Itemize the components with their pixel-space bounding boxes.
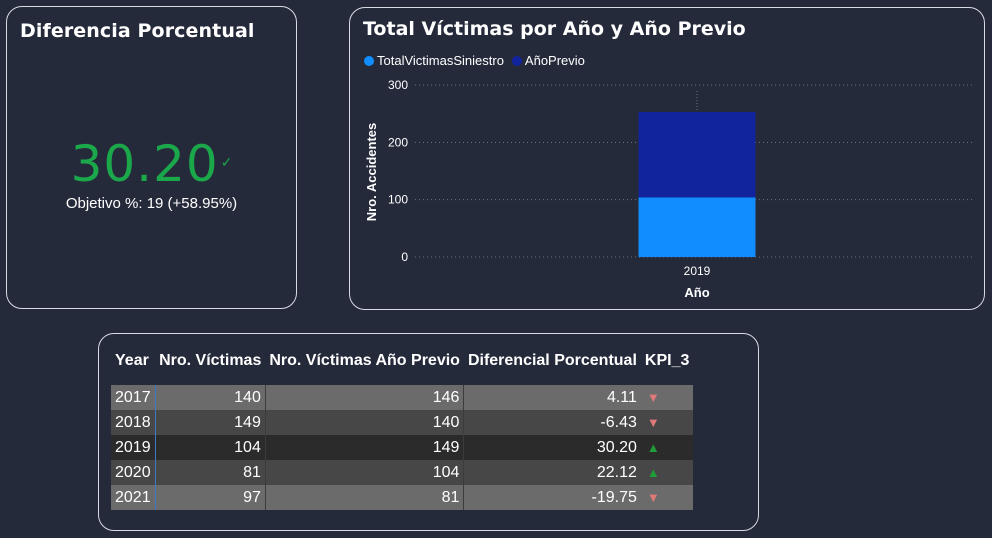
bar-total-victimas[interactable] — [638, 197, 756, 257]
y-tick-label: 200 — [388, 135, 408, 149]
cell-victimas: 149 — [154, 410, 266, 435]
kpi-value-wrap: 30.20 ✓ — [7, 135, 296, 193]
header-diferencial[interactable]: Diferencial Porcentual — [463, 345, 641, 377]
chart-title: Total Víctimas por Año y Año Previo — [363, 18, 746, 40]
triangle-down-icon: ▼ — [640, 410, 694, 435]
table-card[interactable]: Year Nro. Víctimas Nro. Víctimas Año Pre… — [98, 333, 759, 531]
table-row[interactable]: 2021 97 81 -19.75 ▼ — [111, 485, 694, 510]
cell-previo: 149 — [264, 435, 464, 460]
kpi-card-title: Diferencia Porcentual — [20, 20, 255, 42]
chart-legend: TotalVictimasSiniestro AñoPrevio — [364, 53, 593, 68]
header-victimas[interactable]: Nro. Víctimas — [155, 345, 266, 377]
legend-item-total[interactable]: TotalVictimasSiniestro — [364, 53, 504, 68]
table-header-row: Year Nro. Víctimas Nro. Víctimas Año Pre… — [111, 345, 694, 377]
checkmark-icon: ✓ — [220, 155, 233, 171]
legend-dot-icon — [364, 55, 374, 66]
cell-year: 2017 — [111, 385, 156, 410]
header-previo[interactable]: Nro. Víctimas Año Previo — [265, 345, 464, 377]
table-row[interactable]: 2017 140 146 4.11 ▼ — [111, 385, 694, 410]
bar-chart: 0 100 200 300 2019 Nro. Accidentes Año — [364, 78, 975, 300]
cell-previo: 81 — [264, 485, 464, 510]
victims-table: Year Nro. Víctimas Nro. Víctimas Año Pre… — [111, 345, 694, 510]
cell-year: 2021 — [111, 485, 156, 510]
cell-diferencial: 30.20 — [463, 435, 641, 460]
legend-dot-icon — [511, 55, 522, 66]
cell-diferencial: -6.43 — [463, 410, 641, 435]
cell-victimas: 81 — [154, 460, 266, 485]
table-row[interactable]: 2019 104 149 30.20 ▲ — [111, 435, 694, 460]
x-tick-label: 2019 — [684, 264, 711, 278]
chart-card[interactable]: Total Víctimas por Año y Año Previo Tota… — [349, 7, 985, 310]
triangle-up-icon: ▲ — [640, 460, 694, 485]
cell-victimas: 104 — [154, 435, 266, 460]
kpi-card[interactable]: Diferencia Porcentual 30.20 ✓ Objetivo %:… — [6, 6, 297, 309]
y-tick-label: 0 — [401, 250, 408, 264]
header-kpi[interactable]: KPI_3 — [640, 345, 694, 377]
bar-ano-previo[interactable] — [638, 111, 756, 198]
y-axis-title: Nro. Accidentes — [364, 123, 379, 222]
cell-diferencial: 22.12 — [463, 460, 641, 485]
y-tick-label: 100 — [388, 193, 408, 207]
triangle-up-icon: ▲ — [640, 435, 694, 460]
legend-label: AñoPrevio — [524, 53, 585, 68]
cell-year: 2018 — [111, 410, 156, 435]
legend-label: TotalVictimasSiniestro — [377, 53, 504, 68]
cell-victimas: 140 — [154, 385, 266, 410]
legend-item-previo[interactable]: AñoPrevio — [511, 53, 585, 68]
kpi-goal-text: Objetivo %: 19 (+58.95%) — [65, 195, 238, 212]
triangle-down-icon: ▼ — [640, 485, 694, 510]
cell-previo: 104 — [264, 460, 464, 485]
x-axis-title: Año — [684, 285, 709, 300]
cell-diferencial: 4.11 — [463, 385, 641, 410]
cell-year: 2020 — [111, 460, 156, 485]
triangle-down-icon: ▼ — [640, 385, 694, 410]
y-tick-label: 300 — [388, 78, 408, 92]
cell-previo: 140 — [264, 410, 464, 435]
table-row[interactable]: 2020 81 104 22.12 ▲ — [111, 460, 694, 485]
cell-year: 2019 — [111, 435, 156, 460]
cell-diferencial: -19.75 — [463, 485, 641, 510]
header-year[interactable]: Year — [111, 345, 156, 377]
cell-victimas: 97 — [154, 485, 266, 510]
kpi-value: 30.20 — [70, 135, 219, 193]
table-row[interactable]: 2018 149 140 -6.43 ▼ — [111, 410, 694, 435]
cell-previo: 146 — [264, 385, 464, 410]
